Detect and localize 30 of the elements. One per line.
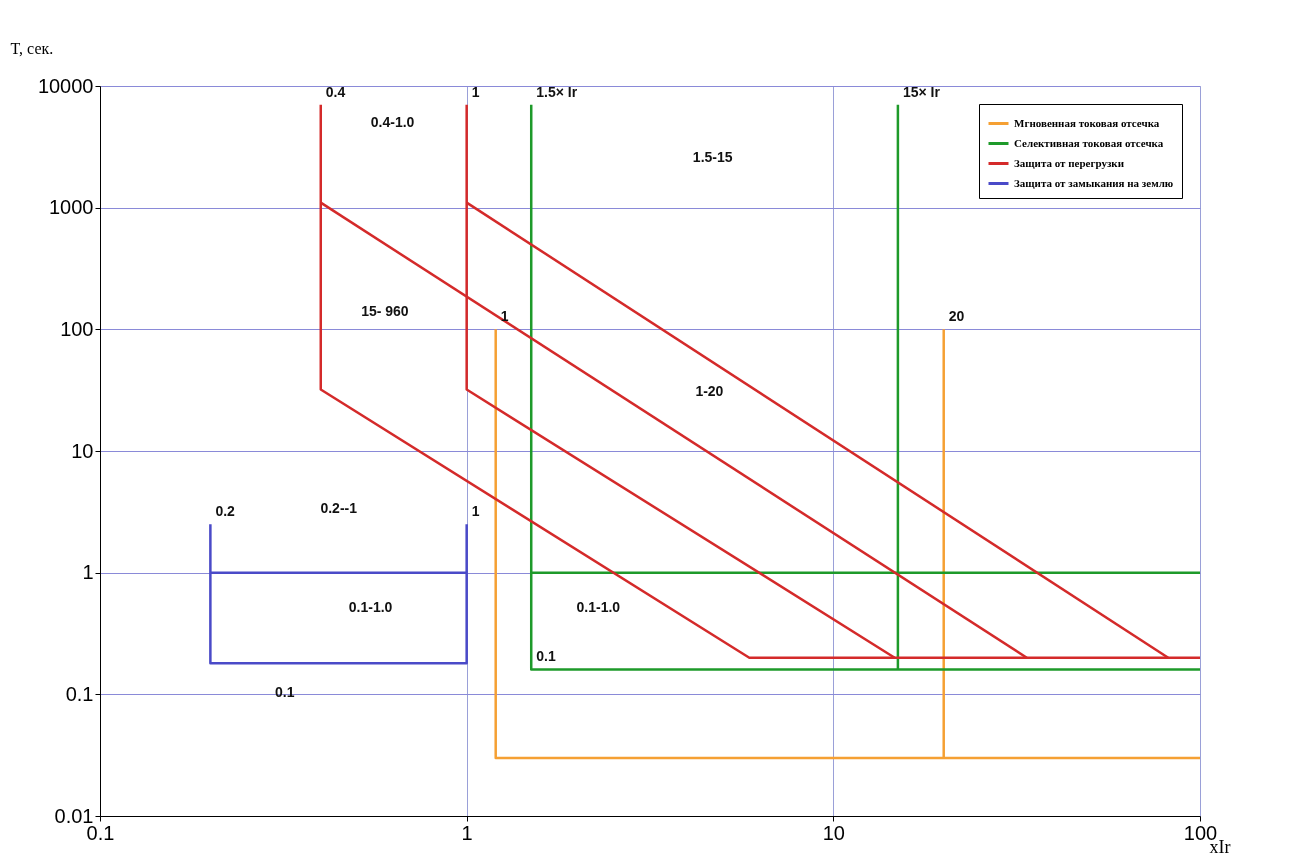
y-tick-label: 0.01 — [54, 804, 94, 827]
y-tick-label: 1 — [82, 561, 94, 584]
legend-label: Защита от перегрузки — [1014, 156, 1125, 169]
annotation: 1 — [471, 83, 480, 100]
legend-label: Селективная токовая отсечка — [1014, 136, 1164, 149]
legend-label: Мгновенная токовая отсечка — [1014, 116, 1160, 129]
annotation: 0.1 — [536, 648, 556, 665]
y-tick-label: 0.1 — [65, 682, 94, 705]
annotation: 15× Ir — [902, 83, 941, 100]
annotation: 0.4-1.0 — [370, 113, 415, 130]
annotation: 1.5× Ir — [536, 83, 578, 100]
annotation: 15- 960 — [361, 302, 409, 319]
annotation: 1.5-15 — [692, 149, 733, 166]
y-axis-title: T, сек. — [10, 39, 54, 57]
x-tick-label: 1 — [461, 821, 473, 844]
y-tick-label: 100 — [60, 317, 94, 340]
annotation: 0.1-1.0 — [348, 598, 393, 615]
annotation: 0.2 — [215, 503, 236, 520]
y-tick-label: 1000 — [49, 196, 94, 219]
annotation: 0.4 — [325, 83, 346, 100]
annotation: 1 — [471, 503, 480, 520]
annotation: 1-20 — [695, 382, 724, 399]
legend-label: Защита от замыкания на землю — [1014, 176, 1174, 189]
x-tick-label: 10 — [822, 821, 845, 844]
annotation: 20 — [948, 308, 965, 325]
y-tick-label: 10000 — [37, 74, 94, 97]
y-tick-label: 10 — [71, 439, 94, 462]
annotation: 0.1 — [275, 683, 295, 700]
annotation: 0.2--1 — [320, 500, 358, 517]
annotation: 0.1-1.0 — [576, 598, 621, 615]
